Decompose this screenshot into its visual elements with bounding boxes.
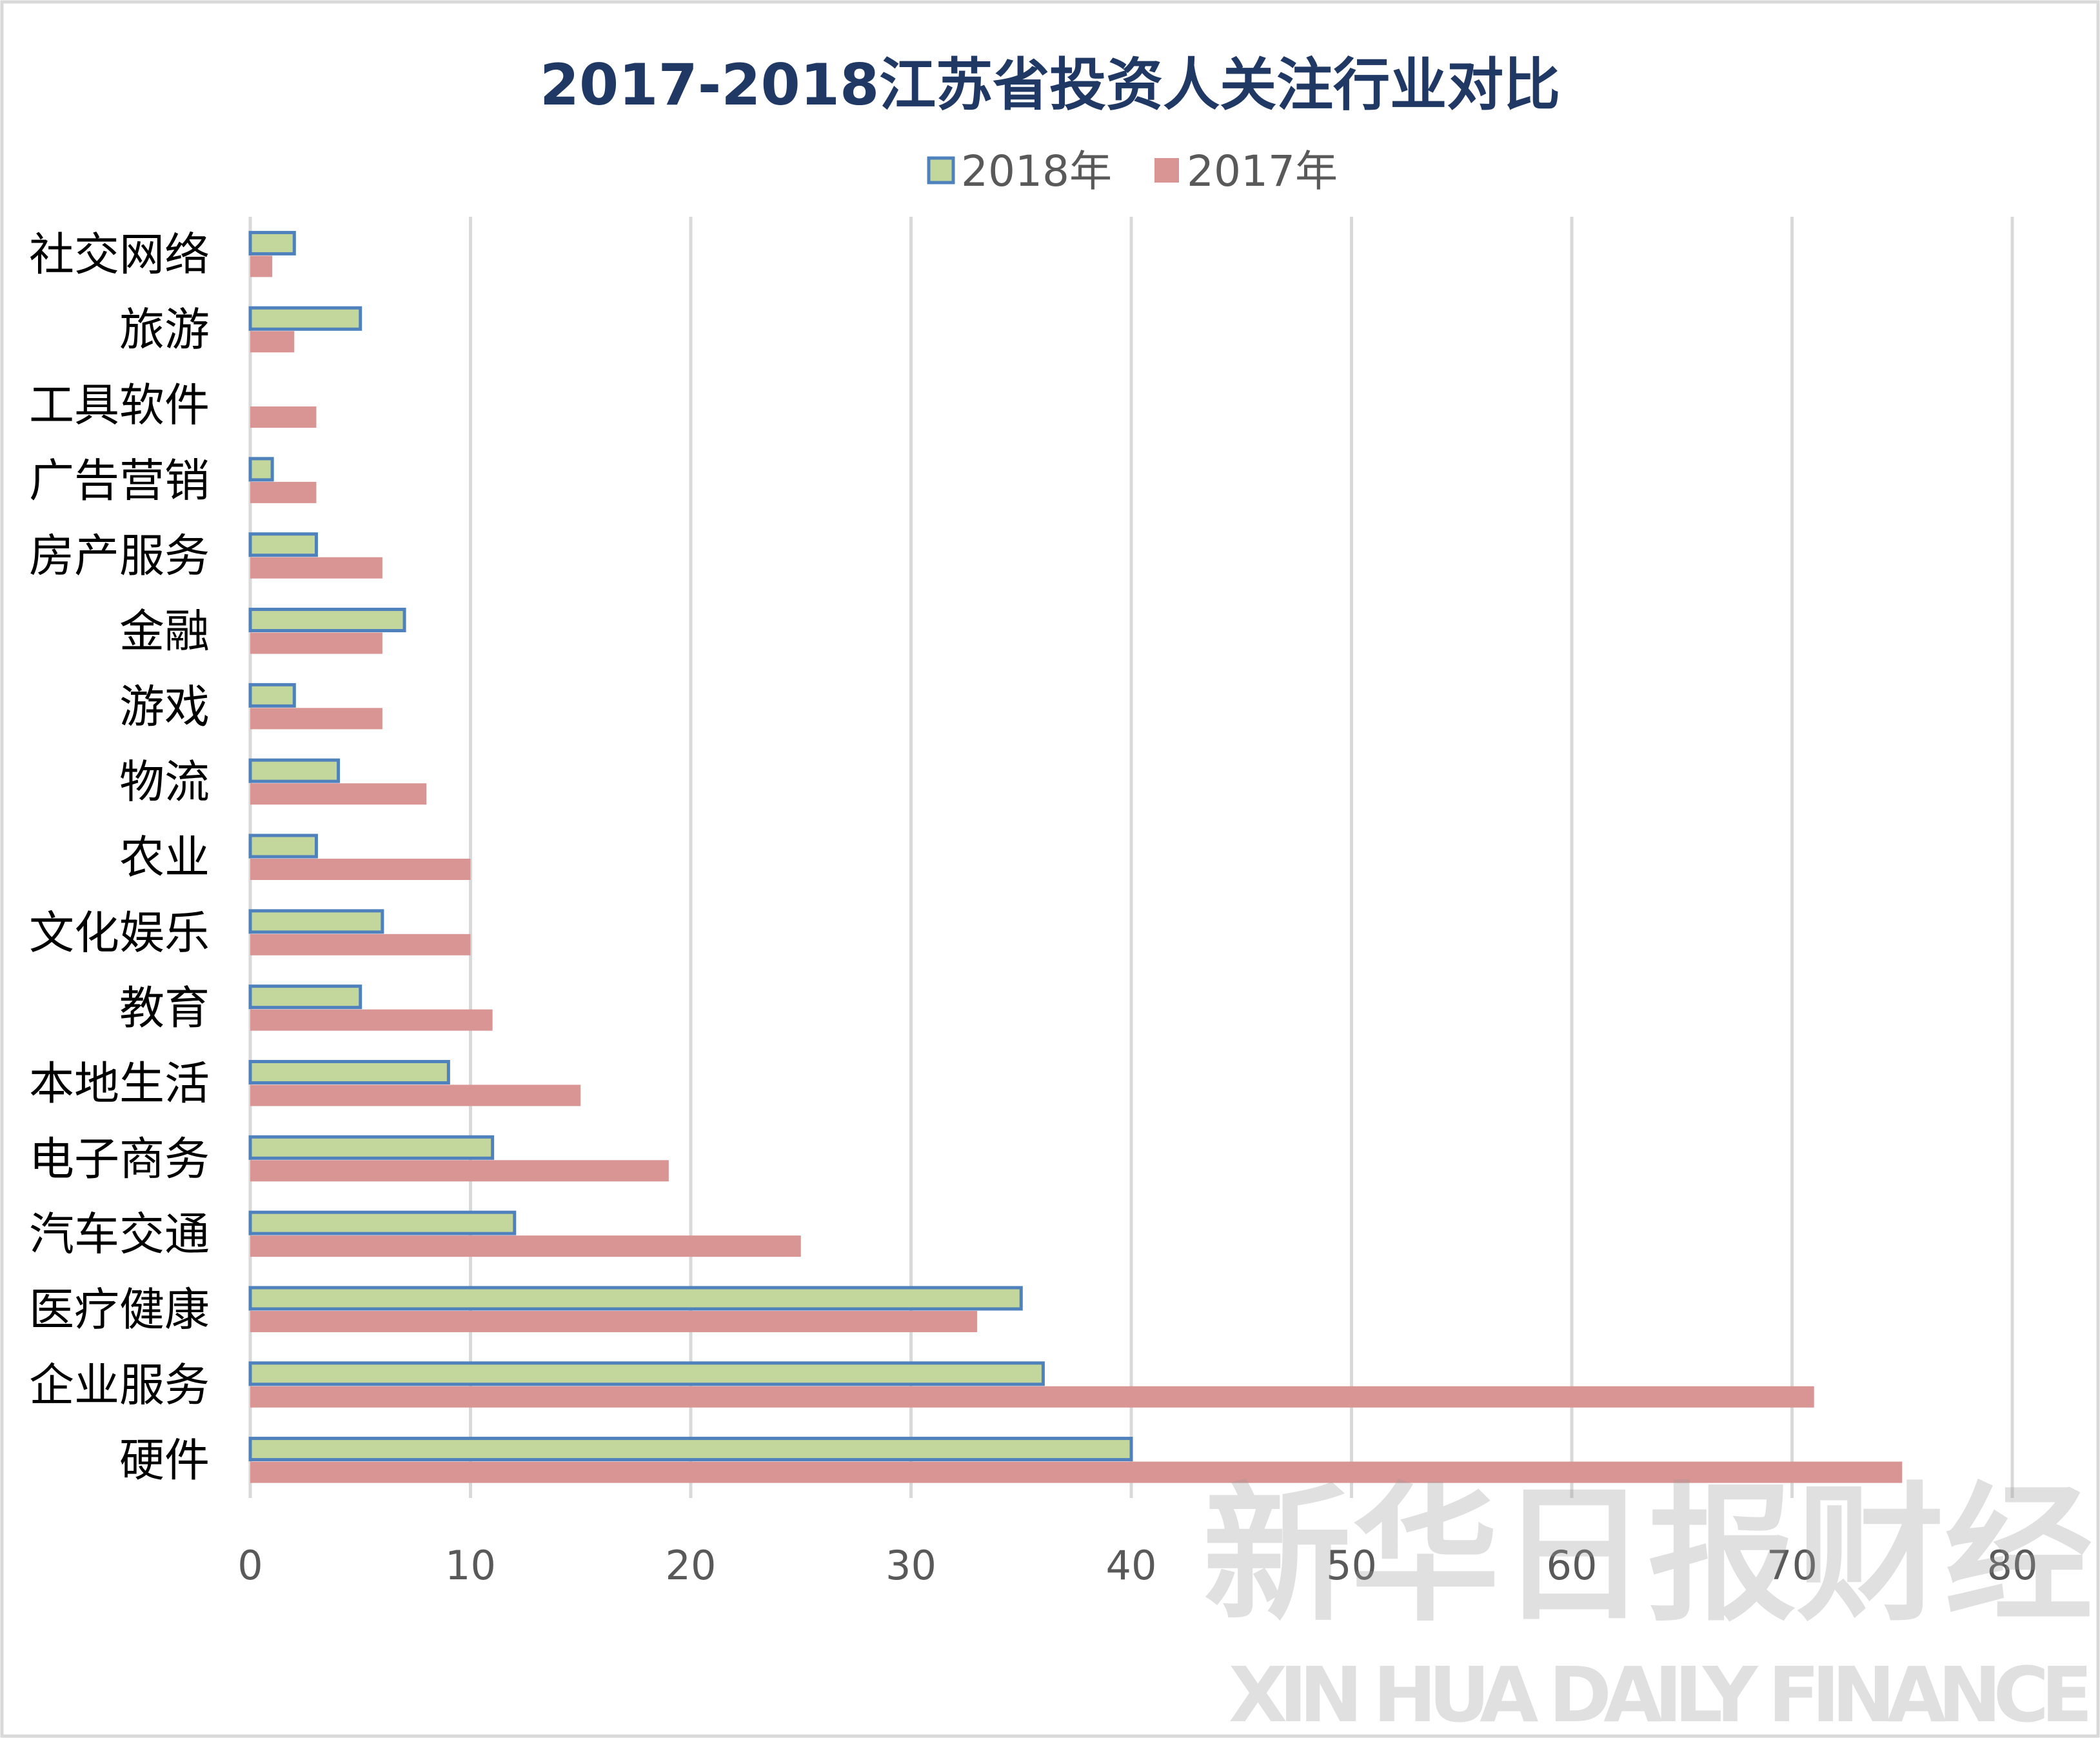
bar-2018 <box>248 984 362 1010</box>
bar-2017 <box>250 1386 1814 1408</box>
category-label: 房产服务 <box>29 530 210 583</box>
bar-2018 <box>248 834 318 859</box>
bar-2018 <box>248 230 296 255</box>
x-tick-label: 0 <box>237 1542 262 1589</box>
category-label: 工具软件 <box>29 379 210 432</box>
category-label: 电子商务 <box>29 1132 210 1185</box>
category-label: 游戏 <box>119 680 210 733</box>
bar-2017 <box>250 331 295 353</box>
x-tick-label: 30 <box>886 1542 936 1589</box>
bar-2017 <box>250 632 382 654</box>
legend-label: 2017年 <box>1187 146 1338 196</box>
bar-2018 <box>248 1437 1133 1462</box>
x-tick-label: 20 <box>666 1542 717 1589</box>
legend-swatch <box>1154 158 1179 183</box>
bar-2017 <box>250 1235 801 1257</box>
bar-2018 <box>248 532 318 557</box>
category-label: 企业服务 <box>29 1359 210 1412</box>
bar-2018 <box>248 1210 517 1235</box>
watermark-en: XIN HUA DAILY FINANCE <box>1229 1650 2093 1738</box>
bar-2018 <box>248 1059 450 1084</box>
legend-label: 2018年 <box>961 146 1112 196</box>
bar-2018 <box>248 758 341 783</box>
bar-2017 <box>250 255 273 277</box>
bar-2018 <box>248 457 274 482</box>
bar-2017 <box>250 859 471 880</box>
bar-2018 <box>248 1135 495 1160</box>
x-tick-label: 50 <box>1326 1542 1377 1589</box>
bar-2018 <box>248 683 296 708</box>
bar-2017 <box>250 783 427 805</box>
category-label: 本地生活 <box>29 1057 210 1110</box>
bar-2017 <box>250 1310 977 1332</box>
bar-2018 <box>248 608 406 633</box>
bar-2017 <box>250 1009 493 1031</box>
chart-title: 2017-2018江苏省投资人关注行业对比 <box>540 52 1560 118</box>
bar-2017 <box>250 1160 669 1182</box>
category-label: 广告营销 <box>29 454 210 507</box>
category-label: 医疗健康 <box>29 1283 210 1336</box>
category-label: 硬件 <box>119 1434 210 1487</box>
legend: 2018年 2017年 <box>927 146 1338 196</box>
bar-2017 <box>250 1084 581 1106</box>
bar-2018 <box>248 306 362 331</box>
category-label: 社交网络 <box>29 228 210 281</box>
watermark-cn: 新华日报财经 <box>1203 1470 2093 1642</box>
x-tick-label: 40 <box>1106 1542 1157 1589</box>
x-tick-labels: 0 10 20 30 40 50 60 70 80 <box>237 1542 2037 1589</box>
legend-swatch <box>927 156 955 185</box>
category-label: 农业 <box>119 831 210 884</box>
category-label: 文化娱乐 <box>29 906 210 959</box>
x-tick-label: 80 <box>1987 1542 2038 1589</box>
bar-2018 <box>248 909 384 934</box>
bar-2017 <box>250 1461 1903 1483</box>
category-label: 物流 <box>119 755 210 808</box>
category-label: 旅游 <box>119 303 210 356</box>
category-label: 汽车交通 <box>29 1208 210 1261</box>
x-tick-label: 10 <box>445 1542 496 1589</box>
category-label: 教育 <box>119 982 210 1035</box>
bar-2017 <box>250 934 471 955</box>
bar-2017 <box>250 557 382 579</box>
x-tick-label: 60 <box>1547 1542 1598 1589</box>
bars <box>248 230 1903 1483</box>
x-tick-label: 70 <box>1767 1542 1818 1589</box>
category-labels: 社交网络旅游工具软件广告营销房产服务金融游戏物流农业文化娱乐教育本地生活电子商务… <box>29 228 210 1486</box>
bar-2018 <box>248 1361 1045 1386</box>
category-label: 金融 <box>119 605 210 658</box>
watermark: 新华日报财经 XIN HUA DAILY FINANCE <box>1203 1470 2093 1738</box>
bar-2017 <box>250 708 382 730</box>
bar-2017 <box>250 406 317 428</box>
bar-2018 <box>248 1286 1023 1311</box>
bar-2017 <box>250 481 317 503</box>
